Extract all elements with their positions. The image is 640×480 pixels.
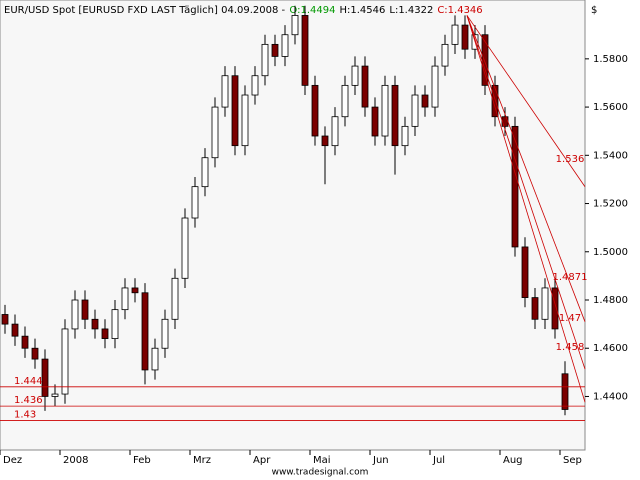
x-tick-label: Sep (563, 455, 582, 466)
trend-label: 1.47 (559, 313, 581, 324)
ohlc-label: H:1.4546 (339, 5, 385, 16)
candle-body (231, 75, 239, 147)
candle-body (561, 373, 569, 410)
candle-body (21, 335, 29, 349)
candle-body (341, 84, 349, 118)
candle-body (201, 157, 209, 188)
candle-body (441, 43, 449, 67)
candle-body (401, 125, 409, 147)
candle-body (291, 15, 299, 36)
candle-body (271, 43, 279, 57)
candle-body (501, 116, 509, 127)
level-label: 1.444 (14, 376, 43, 387)
trend-line (466, 15, 586, 403)
x-tick-label: Jul (432, 455, 445, 466)
trend-line (466, 15, 586, 322)
y-tick-label: 1.5800 (593, 54, 628, 65)
ohlc-label: L:1.4322 (389, 5, 433, 16)
trend-label: 1.458 (556, 342, 585, 353)
candle-body (211, 106, 219, 159)
x-tick-label: 2008 (63, 455, 88, 466)
candle-body (351, 65, 359, 86)
candle-body (61, 328, 69, 395)
candle-body (481, 34, 489, 86)
candle-body (161, 318, 169, 349)
y-tick-label: 1.5000 (593, 247, 628, 258)
candle-body (511, 125, 519, 248)
candle-body (241, 94, 249, 147)
x-tick-label: Mrz (193, 455, 211, 466)
candle-body (521, 246, 529, 298)
level-label: 1.436 (14, 395, 43, 406)
candle-body (1, 314, 9, 325)
level-label: 1.43 (14, 410, 36, 421)
candle-body (491, 84, 499, 118)
ohlc-label: O:1.4494 (289, 5, 335, 16)
candle-body (71, 299, 79, 330)
x-tick-label: Feb (133, 455, 151, 466)
candle-body (381, 84, 389, 137)
x-tick-label: Mai (313, 455, 331, 466)
candle-body (251, 75, 259, 96)
candle-body (361, 65, 369, 108)
y-tick-label: 1.5400 (593, 150, 628, 161)
y-tick-label: 1.5200 (593, 199, 628, 210)
candle-body (431, 65, 439, 108)
candle-body (541, 287, 549, 320)
trend-line (466, 15, 586, 370)
candle-body (411, 94, 419, 127)
currency: $ (591, 5, 597, 16)
candle-body (281, 34, 289, 57)
candle-body (171, 277, 179, 320)
ohlc-label: C:1.4346 (437, 5, 482, 16)
x-tick-label: Aug (503, 455, 523, 466)
y-tick-label: 1.4600 (593, 343, 628, 354)
candle-body (111, 309, 119, 339)
x-tick-label: Apr (253, 455, 271, 466)
candle-body (41, 358, 49, 397)
candle-body (51, 393, 59, 397)
candle-body (31, 347, 39, 360)
y-tick-label: 1.4800 (593, 295, 628, 306)
candle-body (551, 287, 559, 330)
candle-body (531, 297, 539, 320)
candle-body (421, 94, 429, 108)
candle-body (261, 43, 269, 77)
candle-body (371, 106, 379, 137)
plot-area (0, 0, 586, 451)
candle-body (81, 299, 89, 320)
candle-body (391, 84, 399, 147)
chart-title: EUR/USD Spot [EURUSD FXD LAST Täglich] 0… (4, 5, 483, 16)
candle-body (461, 24, 469, 50)
candle-body (181, 217, 189, 279)
candle-body (191, 186, 199, 219)
trend-line (466, 15, 586, 187)
header: EUR/USD Spot [EURUSD FXD LAST Täglich] 0… (4, 5, 483, 16)
title-text: EUR/USD Spot [EURUSD FXD LAST Täglich] 0… (4, 5, 286, 16)
candle-body (101, 328, 109, 339)
trend-label: 1.4871 (553, 272, 588, 283)
candle-body (301, 15, 309, 86)
candle-body (321, 135, 329, 147)
x-tick-label: Jun (372, 455, 389, 466)
candle-body (141, 292, 149, 371)
y-tick-label: 1.5600 (593, 102, 628, 113)
candle-body (151, 347, 159, 371)
y-tick-label: 1.4400 (593, 391, 628, 402)
candle-body (331, 116, 339, 147)
candle-body (131, 287, 139, 294)
trend-label: 1.536 (556, 154, 585, 165)
candle-body (451, 24, 459, 45)
candle-body (311, 84, 319, 137)
candle-body (121, 287, 129, 311)
footer: www.tradesignal.com (272, 468, 369, 478)
candle-body (221, 75, 229, 108)
x-tick-label: Dez (3, 455, 22, 466)
candle-body (11, 323, 19, 337)
candle-body (91, 318, 99, 330)
